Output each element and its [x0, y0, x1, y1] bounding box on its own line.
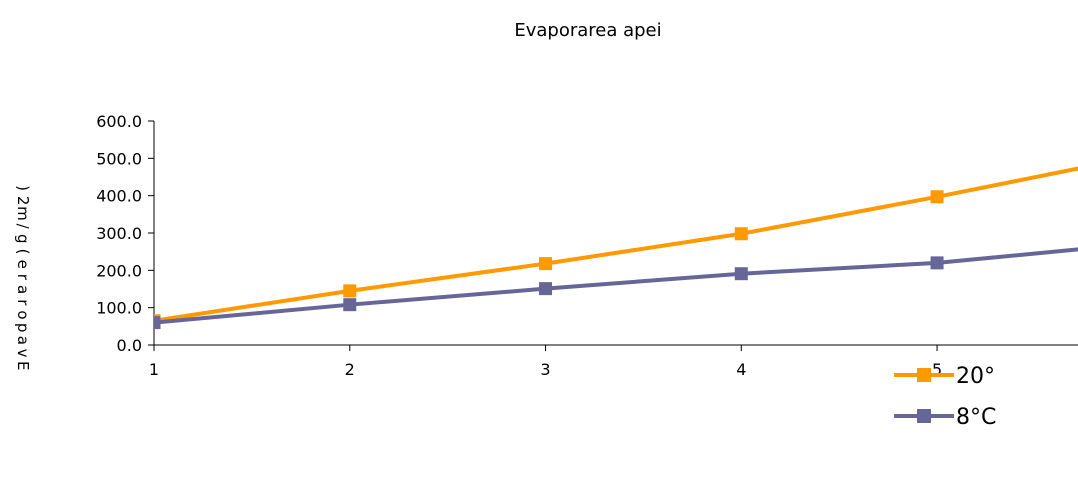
y-axis-label-char: g [14, 234, 32, 244]
legend-label: 8°C [956, 405, 996, 430]
y-axis-label-char: r [14, 299, 32, 306]
series-line-1 [154, 166, 1078, 323]
x-tick-label: 2 [345, 360, 355, 379]
y-ticks: 0.0 100.0 200.0 300.0 400.0 500.0 600.0 [96, 112, 154, 355]
x-tick-label: 5 [932, 360, 942, 379]
y-axis-label-char: m [14, 206, 32, 221]
y-axis-label-char: p [14, 323, 32, 333]
y-axis-label-char: a [14, 285, 32, 294]
legend-swatch-marker [917, 368, 931, 382]
data-point [154, 316, 161, 330]
y-tick-label: 100.0 [96, 299, 142, 318]
legend: 20° 8°C [894, 364, 996, 430]
data-point [343, 298, 357, 312]
y-tick-label: 0.0 [117, 336, 142, 355]
y-axis-label-char: ) [14, 185, 32, 191]
x-tick-label: 3 [540, 360, 550, 379]
data-point [539, 257, 553, 271]
legend-label: 20° [956, 364, 995, 389]
y-tick-label: 600.0 [96, 112, 142, 131]
y-axis-label-char: a [14, 336, 32, 345]
x-tick-label: 4 [736, 360, 746, 379]
y-axis-label-char: E [14, 361, 32, 370]
data-point [930, 190, 944, 204]
y-axis-label-char: o [14, 310, 32, 319]
y-tick-label: 200.0 [96, 261, 142, 280]
x-tick-label: 1 [149, 360, 159, 379]
y-tick-label: 400.0 [96, 187, 142, 206]
legend-swatch-marker [917, 409, 931, 423]
chart-title: Evaporarea apei [514, 20, 661, 41]
data-point [930, 256, 944, 270]
y-axis-label-char: r [14, 274, 32, 281]
y-axis-label-char: 2 [14, 196, 32, 206]
series-group [154, 166, 1078, 330]
y-axis-label-char: v [14, 349, 32, 358]
y-tick-label: 300.0 [96, 224, 142, 243]
y-tick-label: 500.0 [96, 149, 142, 168]
y-axis-label-char: e [14, 260, 32, 269]
y-axis-label-char: ( [14, 249, 32, 255]
y-axis-label-char: / [14, 224, 32, 230]
data-point [734, 267, 748, 281]
data-point [343, 284, 357, 298]
data-point [734, 227, 748, 241]
x-ticks: 1 2 3 4 5 [149, 345, 942, 379]
series-line-2 [154, 247, 1078, 325]
data-point [539, 282, 553, 296]
